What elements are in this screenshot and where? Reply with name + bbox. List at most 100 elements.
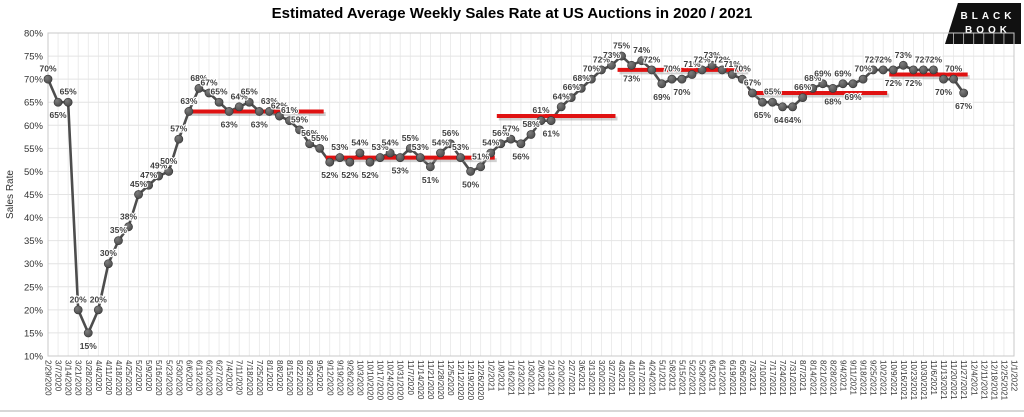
svg-text:9/25/2021: 9/25/2021 [869, 360, 878, 396]
svg-text:52%: 52% [361, 170, 378, 180]
data-point-marker [717, 65, 727, 75]
svg-text:4/25/2020: 4/25/2020 [124, 360, 133, 396]
data-point-marker [486, 148, 496, 158]
svg-text:9/5/2020: 9/5/2020 [315, 360, 324, 392]
data-point-marker [103, 259, 113, 269]
data-point-marker [687, 70, 697, 79]
data-point-marker [305, 139, 315, 149]
svg-text:5/2/2020: 5/2/2020 [134, 360, 143, 392]
svg-text:67%: 67% [955, 101, 972, 111]
data-point-marker [254, 107, 264, 116]
data-point-marker [868, 65, 878, 75]
svg-text:8/14/2021: 8/14/2021 [808, 360, 817, 396]
svg-text:73%: 73% [895, 50, 912, 60]
data-point-marker [456, 153, 465, 162]
svg-text:58%: 58% [522, 119, 539, 129]
y-axis-title: Sales Rate [5, 170, 16, 219]
data-point-marker [788, 102, 798, 112]
svg-text:20%: 20% [90, 294, 107, 304]
data-point-marker [929, 65, 938, 75]
svg-text:15%: 15% [24, 328, 44, 339]
svg-text:11/14/2020: 11/14/2020 [416, 360, 425, 400]
svg-text:10/16/2021: 10/16/2021 [899, 360, 908, 401]
svg-text:5/8/2021: 5/8/2021 [667, 360, 676, 392]
svg-text:3/7/2020: 3/7/2020 [54, 360, 63, 392]
svg-text:68%: 68% [190, 73, 207, 83]
svg-text:10%: 10% [24, 352, 44, 363]
data-point-marker [53, 97, 63, 107]
svg-text:65%: 65% [24, 98, 44, 109]
svg-text:3/13/2021: 3/13/2021 [587, 360, 596, 396]
svg-text:70%: 70% [24, 75, 44, 86]
data-point-marker [556, 102, 566, 112]
svg-text:10/31/2020: 10/31/2020 [396, 360, 405, 401]
svg-text:63%: 63% [251, 119, 268, 129]
x-axis-labels: 2/29/2020 3/7/2020 3/14/2020 3/21/2020 3/28/… [44, 360, 1019, 401]
svg-text:56%: 56% [301, 128, 318, 138]
data-point-marker [908, 65, 918, 75]
logo-line-2: BOOK [965, 24, 1011, 36]
data-point-marker [576, 83, 586, 93]
svg-text:70%: 70% [673, 87, 690, 97]
data-point-marker [275, 111, 284, 121]
data-point-marker [244, 97, 254, 107]
svg-text:30%: 30% [24, 259, 44, 270]
data-point-marker [828, 83, 838, 93]
svg-text:5/15/2021: 5/15/2021 [677, 360, 686, 396]
svg-text:62%: 62% [271, 101, 288, 111]
svg-text:68%: 68% [573, 73, 590, 83]
data-point-marker [637, 56, 647, 66]
svg-text:11/28/2020: 11/28/2020 [436, 360, 445, 400]
data-point-marker [878, 65, 888, 75]
data-point-marker [164, 167, 174, 176]
svg-text:74%: 74% [633, 45, 650, 55]
data-point-marker [355, 148, 365, 158]
svg-text:54%: 54% [382, 137, 399, 147]
svg-text:72%: 72% [714, 54, 731, 64]
svg-text:49%: 49% [150, 161, 167, 171]
data-point-marker [546, 116, 556, 126]
svg-text:35%: 35% [24, 236, 44, 247]
svg-text:75%: 75% [24, 52, 44, 63]
svg-text:6/19/2021: 6/19/2021 [728, 360, 737, 396]
svg-text:10/3/2020: 10/3/2020 [355, 360, 364, 396]
data-point-marker [707, 60, 717, 70]
svg-text:4/3/2021: 4/3/2021 [617, 360, 626, 392]
svg-text:54%: 54% [432, 137, 449, 147]
svg-text:11/20/2021: 11/20/2021 [949, 360, 958, 400]
data-point-marker [325, 157, 335, 167]
svg-text:2/20/2021: 2/20/2021 [557, 360, 566, 396]
svg-text:70%: 70% [734, 64, 751, 74]
data-point-marker [174, 134, 184, 144]
svg-text:7/25/2020: 7/25/2020 [255, 360, 264, 396]
svg-text:3/14/2020: 3/14/2020 [64, 360, 73, 396]
svg-text:12/26/2020: 12/26/2020 [476, 360, 485, 401]
svg-text:12/4/2021: 12/4/2021 [969, 360, 978, 396]
data-point-marker [516, 139, 526, 149]
svg-text:7/31/2021: 7/31/2021 [788, 360, 797, 396]
svg-text:2/13/2021: 2/13/2021 [547, 360, 556, 396]
data-point-marker [114, 236, 123, 246]
svg-text:80%: 80% [24, 29, 44, 40]
data-point-marker [194, 83, 204, 93]
data-point-marker [949, 74, 959, 84]
data-point-marker [93, 305, 103, 315]
svg-text:72%: 72% [875, 54, 892, 64]
svg-text:65%: 65% [241, 87, 258, 97]
svg-text:9/26/2020: 9/26/2020 [345, 360, 354, 396]
data-point-marker [375, 153, 385, 162]
data-point-marker [134, 190, 143, 199]
data-point-marker [43, 74, 53, 84]
svg-text:64%: 64% [231, 91, 248, 101]
svg-text:6/5/2021: 6/5/2021 [708, 360, 717, 392]
data-point-marker [697, 65, 707, 75]
svg-text:12/5/2020: 12/5/2020 [446, 360, 455, 396]
svg-text:47%: 47% [140, 170, 157, 180]
svg-text:4/4/2020: 4/4/2020 [94, 360, 103, 392]
data-point-marker [727, 70, 737, 79]
data-point-marker [677, 74, 687, 84]
svg-text:3/20/2021: 3/20/2021 [597, 360, 606, 396]
data-point-markers [43, 51, 969, 338]
svg-text:5/16/2020: 5/16/2020 [154, 360, 163, 396]
